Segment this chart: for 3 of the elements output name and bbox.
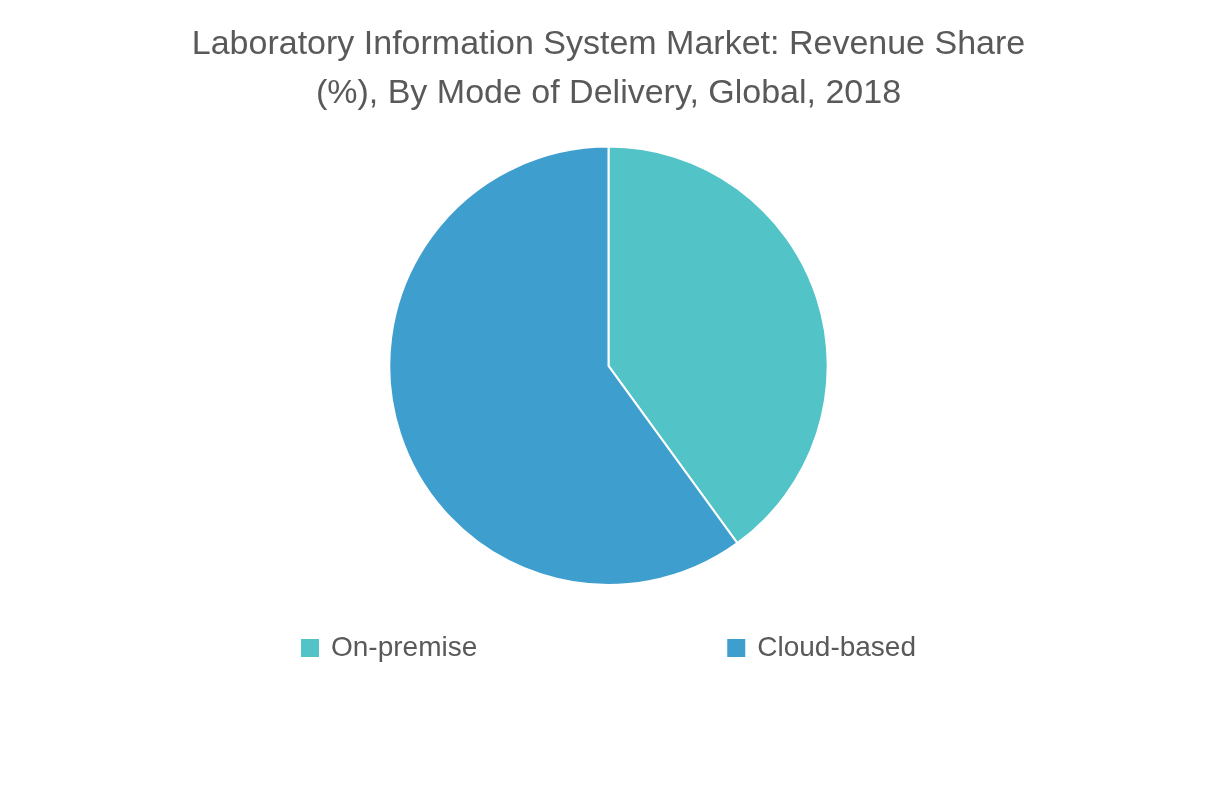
- chart-title: Laboratory Information System Market: Revenue Share (%), By Mode of Delivery, Global, 2018: [191, 23, 1026, 111]
- legend-label: Cloud-based: [757, 630, 917, 662]
- legend-label: On-premise: [330, 630, 478, 662]
